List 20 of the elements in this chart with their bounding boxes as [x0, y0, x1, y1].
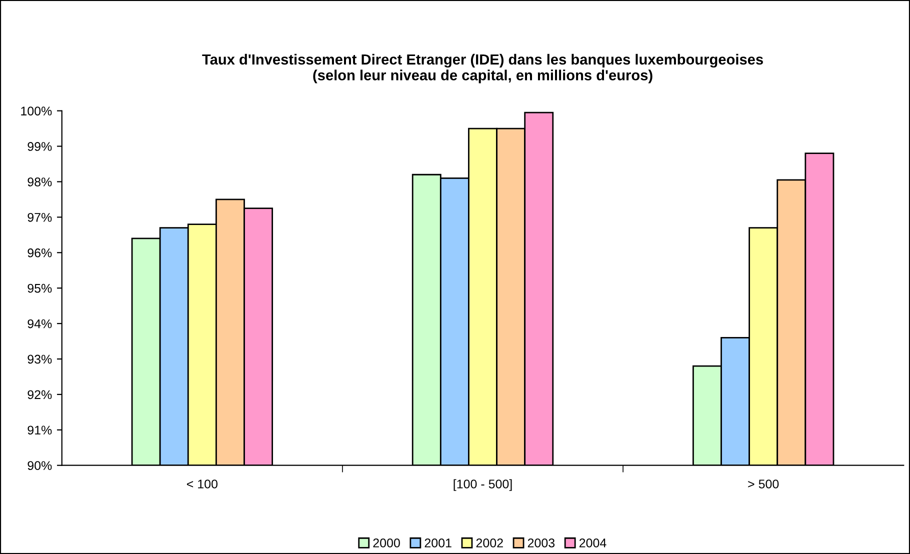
y-tick-label: 92%: [28, 390, 52, 400]
x-tick-label: [100 - 500]: [454, 479, 512, 491]
legend-label: 2004: [579, 538, 606, 548]
legend-label: 2000: [373, 538, 400, 548]
y-tick-label: 94%: [28, 319, 52, 328]
y-tick-label: 93%: [28, 354, 52, 364]
y-tick-label: 96%: [28, 248, 52, 258]
y-tick-label: 95%: [28, 284, 52, 293]
y-tick-label: 98%: [28, 178, 52, 186]
x-tick-label: < 100: [186, 480, 218, 488]
y-tick-label: 91%: [28, 426, 52, 435]
chart-title: Taux d'Investissement Direct Etranger (IDE) dans les banques luxembourgeoises (selon leur niveau de capital, en millions d'euros): [202, 54, 763, 84]
legend-label: 2002: [476, 538, 503, 548]
y-tick-label: 99%: [28, 142, 52, 151]
y-tick-label: 100%: [21, 106, 52, 116]
y-tick-label: 90%: [28, 461, 52, 470]
y-tick-label: 97%: [28, 212, 52, 222]
x-tick-label: > 500: [748, 480, 779, 488]
legend-label: 2003: [528, 538, 555, 548]
legend-label: 2001: [424, 538, 452, 548]
